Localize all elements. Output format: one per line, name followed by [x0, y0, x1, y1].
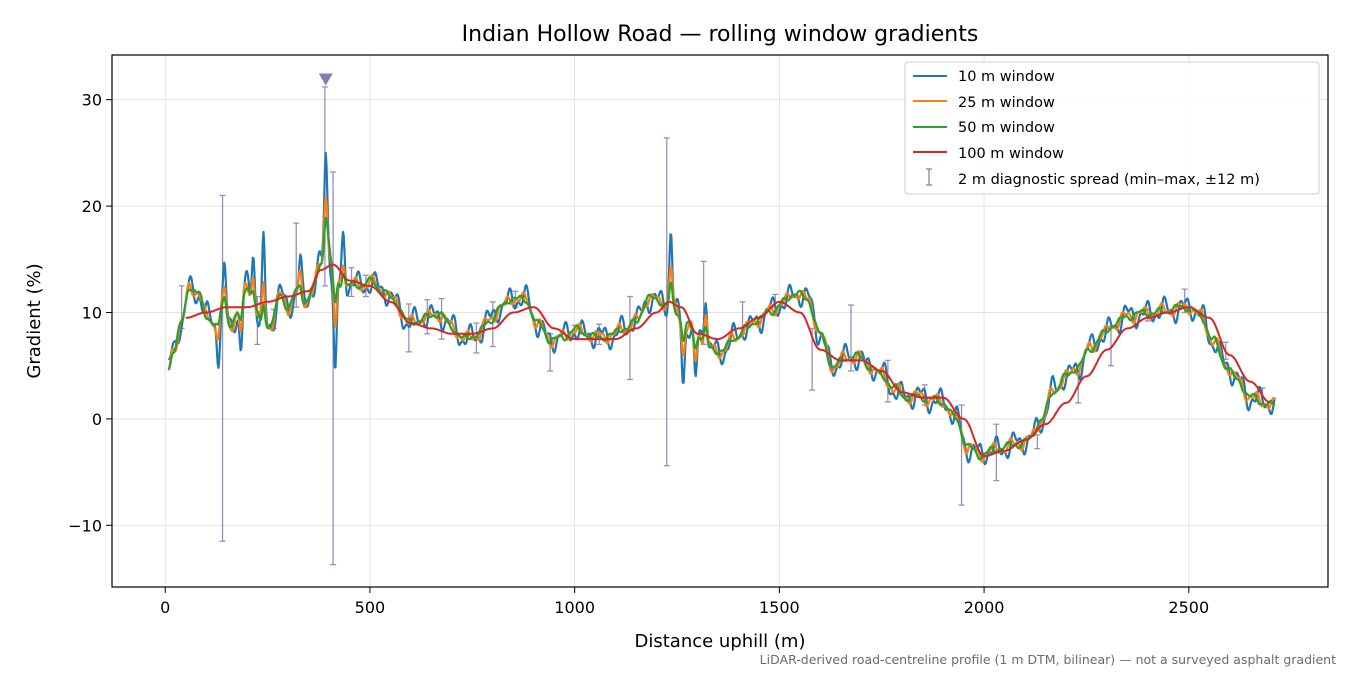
footnote: LiDAR-derived road-centreline profile (1…	[759, 652, 1336, 667]
y-axis-label: Gradient (%)	[24, 263, 45, 378]
y-tick-label: 30	[82, 91, 102, 110]
legend: 10 m window 25 m window 50 m window 100 …	[904, 61, 1320, 195]
x-tick-label: 2500	[1168, 598, 1209, 617]
x-tick-label: 500	[355, 598, 386, 617]
x-tick-label: 1500	[759, 598, 800, 617]
x-axis-label: Distance uphill (m)	[635, 631, 806, 652]
series-line-1	[167, 151, 1276, 466]
legend-label-100m: 100 m window	[958, 146, 1064, 162]
series-line-4	[185, 263, 1271, 458]
legend-label-diagnostic-spread: 2 m diagnostic spread (min–max, ±12 m)	[958, 172, 1260, 188]
errorbar	[219, 194, 226, 542]
y-tick-label: 20	[82, 197, 102, 216]
plot-frame	[111, 54, 1329, 588]
x-tick-label: 0	[160, 598, 170, 617]
series-lines	[167, 151, 1276, 466]
errorbar	[330, 171, 337, 566]
chart-title: Indian Hollow Road — rolling window grad…	[462, 22, 979, 47]
x-tick-label: 2000	[964, 598, 1005, 617]
y-tick-label: 10	[82, 303, 102, 322]
legend-label-10m: 10 m window	[958, 69, 1055, 85]
y-tick-label: 0	[92, 410, 102, 429]
legend-swatch-errorbar	[926, 168, 932, 186]
marker-layer	[318, 73, 333, 86]
x-tick-label: 1000	[554, 598, 595, 617]
clipped-value-marker	[318, 73, 333, 86]
legend-box	[904, 61, 1320, 195]
axis-ticks: 0 500 1000 1500 2000 2500 −10 0 10 20 30	[68, 91, 1209, 617]
legend-label-50m: 50 m window	[958, 120, 1055, 136]
legend-label-25m: 25 m window	[958, 95, 1055, 111]
errorbar	[958, 404, 965, 506]
errorbar	[626, 295, 633, 381]
y-tick-label: −10	[68, 516, 102, 535]
